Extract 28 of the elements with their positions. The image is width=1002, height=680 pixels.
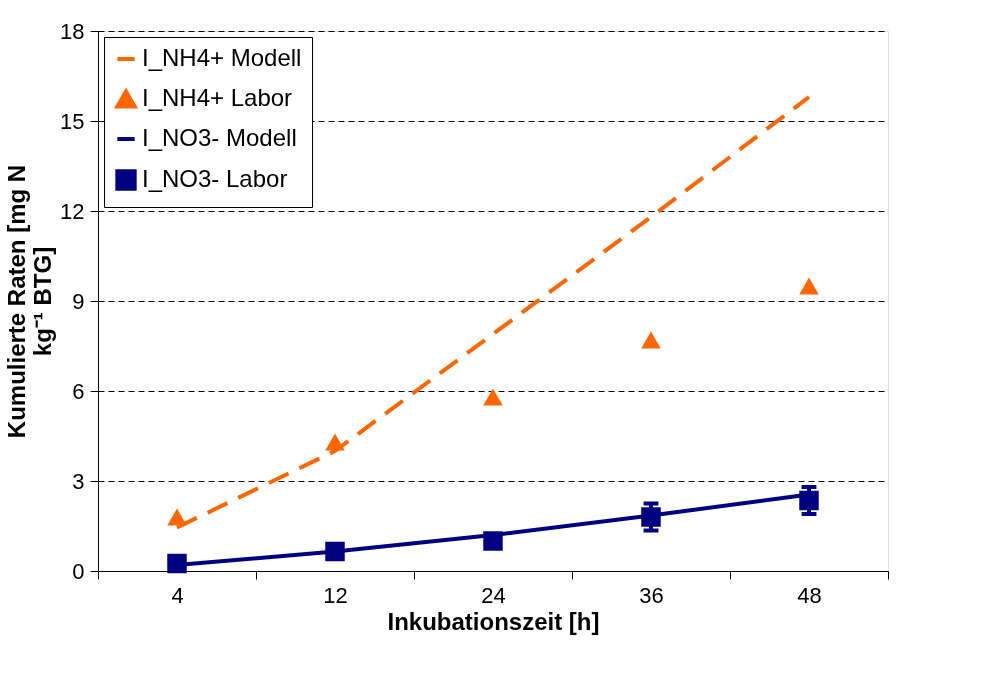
y-tick-label: 12 xyxy=(60,198,85,224)
y-axis-title: Kumulierte Raten [mg N kg⁻¹ BTG] xyxy=(3,164,57,439)
x-axis-title: Inkubationszeit [h] xyxy=(387,607,600,635)
legend-label: I_NH4+ Modell xyxy=(142,44,302,71)
point xyxy=(483,388,503,406)
point xyxy=(167,508,187,526)
x-tick-label: 48 xyxy=(797,582,822,608)
y-tick-label: 6 xyxy=(72,378,85,404)
point xyxy=(325,433,345,451)
legend-label: I_NO3- Labor xyxy=(142,165,288,192)
point xyxy=(641,331,661,349)
y-tick-label: 3 xyxy=(72,468,85,494)
y-tick-label: 18 xyxy=(60,18,85,44)
y-tick-label: 9 xyxy=(72,288,85,314)
point xyxy=(799,277,819,295)
point xyxy=(325,541,345,562)
x-tick-label: 12 xyxy=(323,582,348,608)
point xyxy=(641,507,661,527)
point xyxy=(483,531,503,551)
x-tick-label: 4 xyxy=(171,582,184,608)
x-tick-label: 36 xyxy=(639,582,664,608)
y-tick-label: 0 xyxy=(72,558,85,584)
legend-label: I_NO3- Modell xyxy=(142,124,297,151)
y-tick-label: 15 xyxy=(60,108,85,134)
x-tick-label: 24 xyxy=(481,582,506,608)
legend-label: I_NH4+ Labor xyxy=(142,84,293,111)
point xyxy=(799,490,819,511)
point xyxy=(167,553,187,574)
